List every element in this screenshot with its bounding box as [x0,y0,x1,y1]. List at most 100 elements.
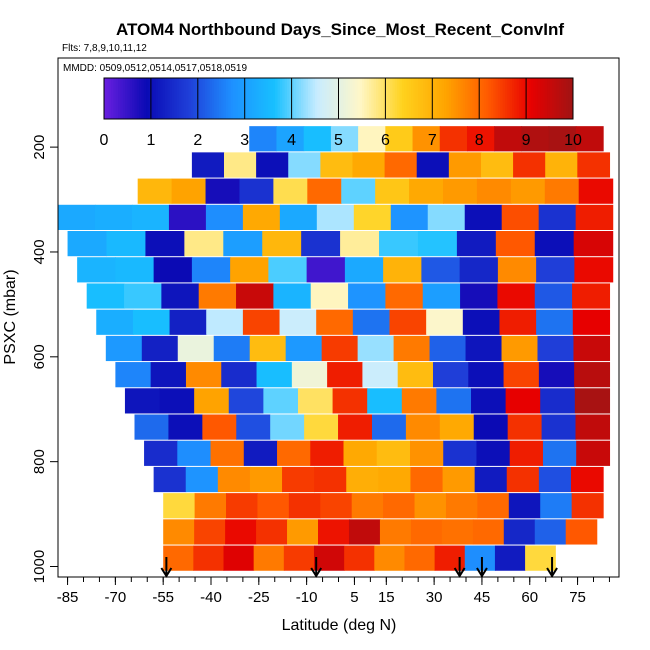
colorbar-segment [174,78,178,119]
colorbar-segment [160,78,164,119]
down-arrow-icon [453,557,466,578]
heatmap-cell [310,440,345,466]
colorbar-tick-label: 2 [193,132,202,149]
heatmap-cell [242,309,281,335]
heatmap-cell [115,257,155,283]
heatmap-cell [409,440,444,466]
heatmap-cell [495,231,536,257]
colorbar-segment [455,78,459,119]
y-axis-label: PSXC (mbar) [2,269,19,364]
colorbar-segment [415,78,419,119]
colorbar-segment [308,78,311,119]
x-axis-label: Latitude (deg N) [282,617,397,634]
colorbar-segment [275,78,279,119]
colorbar-segment [568,78,572,119]
heatmap-cell [221,362,258,388]
heatmap-cell [249,466,283,493]
heatmap-cell [340,231,380,257]
heatmap-cell [249,126,278,152]
heatmap-cell [194,519,226,545]
heatmap-cell [224,152,257,178]
heatmap-cell [389,309,427,335]
colorbar-segment [500,78,504,119]
heatmap-cell [273,283,312,309]
colorbar-tick-label: 8 [475,132,484,149]
heatmap-cell [414,493,447,519]
heatmap-cell [412,126,441,152]
heatmap-cell [144,440,178,466]
colorbar-segment [368,78,372,119]
heatmap-cell [177,440,212,466]
colorbar-segment [113,78,117,119]
heatmap-cell [105,335,143,362]
colorbar-segment [448,78,452,119]
heatmap-cell [538,204,577,230]
x-axis: -85 -70 -55 -40 -25 -10 5 15 30 45 60 75 [57,577,610,606]
heatmap-cell [205,178,241,204]
colorbar-segment [270,78,274,119]
heatmap-cell [106,231,147,257]
colorbar-segment [570,78,574,119]
colorbar-segment [164,78,168,119]
heatmap-cell [497,257,537,283]
colorbar-segment [507,78,511,119]
colorbar-segment [354,78,358,119]
heatmap-cell [163,493,196,519]
heatmap-cell [379,519,412,545]
colorbar-segment [526,78,529,119]
y-tick-label: 400 [31,239,48,264]
heatmap-cell [371,414,407,440]
colorbar-segment [157,78,161,119]
colorbar-segment [399,78,403,119]
heatmap-cell [494,545,526,571]
colorbar-segment [336,78,340,119]
colorbar-segment [404,78,408,119]
colorbar-segment [115,78,119,119]
heatmap-cell [268,257,308,283]
heatmap-cell [191,257,231,283]
heatmap-cell [460,283,499,309]
colorbar-segment [542,78,546,119]
colorbar-segment [247,78,250,119]
colorbar-tick-label: 0 [100,132,109,149]
heatmap-cell [540,493,573,519]
heatmap-cell [383,493,416,519]
heatmap-cell [441,519,474,545]
colorbar-segment [392,78,396,119]
heatmap-cell [536,309,574,335]
heatmap-cell [401,388,437,414]
heatmap-cell [538,362,575,388]
heatmap-cell [330,126,359,152]
heatmap-cell [534,283,573,309]
heatmap-cell [501,204,540,230]
x-tick-label: -55 [152,589,174,606]
colorbar-segment [183,78,187,119]
colorbar-segment [521,78,525,119]
colorbar-segment [204,78,208,119]
heatmap-cell [301,231,341,257]
heatmap-cell [346,466,379,493]
heatmap-cell [572,283,611,309]
heatmap-cell [279,204,318,230]
colorbar-segment [190,78,194,119]
heatmap-cell [574,257,614,283]
heatmap-cell [540,388,576,414]
heatmap-cell [168,204,207,230]
heatmap-cell [421,257,461,283]
heatmap-cell [256,362,293,388]
heatmap-cell [477,493,510,519]
heatmap-cell [432,362,469,388]
colorbar-segment [333,78,337,119]
heatmap-cell [256,152,289,178]
heatmap-cell [390,204,429,230]
colorbar-segment [512,78,515,119]
colorbar-segment [408,78,412,119]
heatmap-cell [521,126,550,152]
colorbar-segment [361,78,365,119]
heatmap-cell [223,545,255,571]
heatmap-cell [393,335,431,362]
colorbar-segment [366,78,370,119]
heatmap-cell [124,283,162,309]
heatmap-cell [159,388,195,414]
colorbar-segment [319,78,323,119]
